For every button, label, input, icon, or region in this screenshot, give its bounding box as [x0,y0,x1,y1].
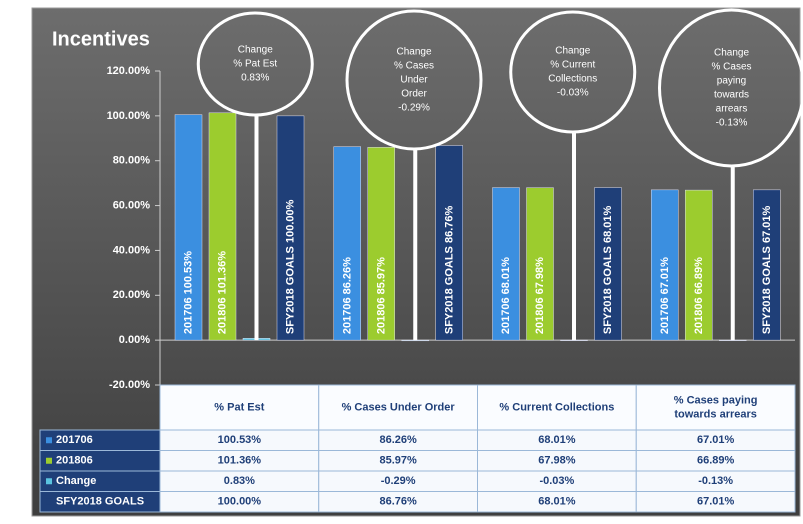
bubble-text: paying [717,76,746,87]
y-tick-label: 80.00% [113,155,151,167]
data-label: 201806 66.89% [693,257,705,334]
bubble-text: % Cases [394,61,434,72]
data-label: 201806 85.97% [375,257,387,334]
data-label-series: SFY2018 GOALS [761,246,773,334]
bubble-text: Collections [548,74,597,85]
data-label: 201806 67.98% [534,257,546,334]
table-value: 68.01% [538,496,576,508]
y-tick-label: -20.00% [109,379,150,391]
bubble-text: towards [714,90,749,101]
data-label-series: 201806 [693,297,705,334]
table-value: -0.13% [698,475,733,487]
table-value: 86.76% [379,496,417,508]
table-header: % Current Collections [499,401,614,413]
table-header: % Pat Est [214,401,264,413]
bubble-text: % Cases [711,62,751,73]
data-label-value: 67.01% [761,206,773,244]
bubble-text: Change [238,45,273,56]
bar [719,340,746,341]
table-value: 67.01% [697,496,735,508]
data-label-value: 100.53% [182,251,194,295]
bubble-text: % Current [550,60,595,71]
y-tick-label: 60.00% [113,199,151,211]
bubble-value: -0.03% [557,88,589,99]
bubble-text: Change [714,48,749,59]
table-value: 101.36% [218,455,262,467]
data-label-series: SFY2018 GOALS [284,246,296,334]
table-header: % Cases paying [674,394,758,406]
data-label-series: 201706 [182,297,194,334]
data-label-value: 67.01% [659,257,671,295]
legend-key [46,478,52,484]
data-label: SFY2018 GOALS 68.01% [602,206,614,335]
data-label-value: 66.89% [693,257,705,295]
data-label-series: 201806 [534,297,546,334]
data-label: 201706 68.01% [500,257,512,334]
bar [402,340,429,341]
table-value: 100.53% [218,434,262,446]
data-label-value: 86.76% [443,206,455,244]
data-label-value: 100.00% [284,199,296,243]
legend-label: 201706 [56,434,93,446]
y-tick-label: 100.00% [107,110,151,122]
data-label-series: 201806 [216,297,228,334]
table-value: 66.89% [697,455,735,467]
table-header: towards arrears [674,408,757,420]
bubble-text: arrears [716,104,748,115]
bar [561,340,588,341]
table-header: % Cases Under Order [342,401,456,413]
table-value: -0.29% [381,475,416,487]
data-label: 201706 86.26% [341,257,353,334]
bubble-text: Order [401,89,427,100]
data-label-series: 201706 [659,297,671,334]
bubble-text: Change [555,46,590,57]
data-label-value: 86.26% [341,257,353,295]
legend-label: Change [56,475,96,487]
bubble-value: -0.13% [716,118,748,129]
data-label-series: 201706 [341,297,353,334]
data-label-series: SFY2018 GOALS [443,246,455,334]
legend-key [46,458,52,464]
data-label: 201706 100.53% [182,251,194,334]
data-label: 201706 67.01% [659,257,671,334]
data-label-value: 101.36% [216,251,228,295]
bubble-value: 0.83% [241,73,269,84]
legend-label: 201806 [56,455,93,467]
data-label-series: 201706 [500,297,512,334]
table-value: 85.97% [379,455,417,467]
table-value: -0.03% [539,475,574,487]
table-value: 100.00% [218,496,262,508]
data-label-value: 67.98% [534,257,546,295]
data-label-value: 85.97% [375,257,387,295]
bubble-value: -0.29% [398,103,430,114]
table-value: 86.26% [379,434,417,446]
bubble-text: Change [396,47,431,58]
y-tick-label: 120.00% [107,65,151,77]
y-tick-label: 0.00% [119,334,150,346]
data-label-value: 68.01% [500,257,512,295]
table-value: 0.83% [224,475,255,487]
legend-key [46,437,52,443]
data-label-series: SFY2018 GOALS [602,246,614,334]
data-label-series: 201806 [375,297,387,334]
chart-title: Incentives [52,28,150,50]
data-label: 201806 101.36% [216,251,228,334]
legend-label: SFY2018 GOALS [56,496,144,508]
data-label: SFY2018 GOALS 86.76% [443,206,455,335]
y-tick-label: 40.00% [113,244,151,256]
y-tick-label: 20.00% [113,289,151,301]
table-value: 68.01% [538,434,576,446]
bubble-text: % Pat Est [233,59,277,70]
legend-key [46,499,52,505]
bubble-text: Under [400,75,428,86]
table-value: 67.01% [697,434,735,446]
data-label: SFY2018 GOALS 100.00% [284,199,296,334]
data-label: SFY2018 GOALS 67.01% [761,206,773,335]
data-label-value: 68.01% [602,206,614,244]
table-value: 67.98% [538,455,576,467]
